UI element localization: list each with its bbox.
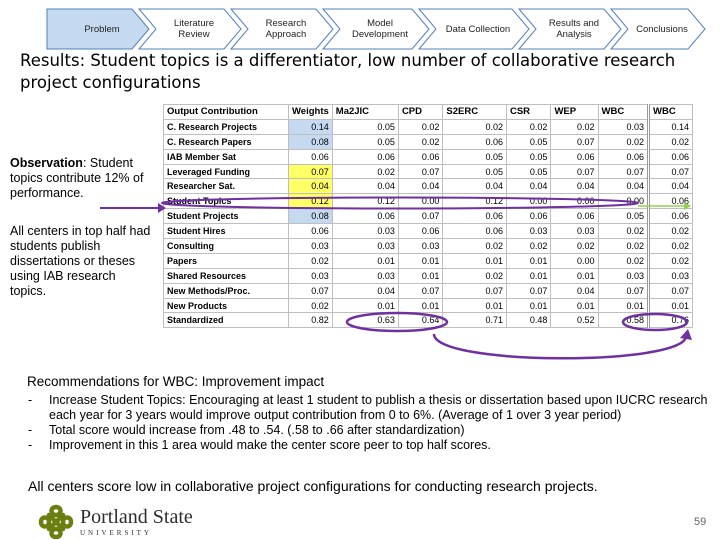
chevron-shape	[418, 8, 530, 50]
bullet-text: Improvement in this 1 area would make th…	[49, 438, 491, 452]
slide-title: Results: Student topics is a differentia…	[20, 51, 676, 92]
table-cell: 0.06	[505, 208, 552, 225]
output-contribution-table: Output Contribution Weights Ma2JIC CPD S…	[163, 104, 693, 329]
row-label: Standardized	[163, 312, 289, 329]
chevron-shape	[138, 8, 242, 50]
step-data-collection: Data Collection	[418, 8, 530, 50]
table-row: C. Research Papers 0.08 0.05 0.02 0.06 0.05 0.…	[163, 133, 693, 150]
chevron-shape	[230, 8, 334, 50]
bullet-text: Increase Student Topics: Encouraging at …	[49, 393, 708, 422]
table-cell: 0.07	[647, 163, 693, 180]
list-item: - Total score would increase from .48 to …	[28, 423, 708, 438]
table-row: New Products 0.02 0.01 0.01 0.01 0.01 0.01 0.01…	[163, 297, 693, 314]
step-problem: Problem	[46, 8, 150, 50]
step-label: Model Development	[352, 18, 408, 40]
logo-mark-icon	[38, 504, 74, 540]
table-cell: 0.08	[288, 133, 333, 150]
wbc-score-highlight	[621, 312, 689, 332]
page-number: 59	[694, 516, 707, 528]
arrow-head-icon	[158, 203, 166, 213]
table-row: Student Projects 0.08 0.06 0.07 0.06 0.06 0.06…	[163, 208, 693, 225]
table-cell: 0.04	[288, 178, 333, 195]
bullet-dash: -	[28, 438, 33, 452]
logo-subtitle: UNIVERSITY	[80, 529, 152, 537]
recommendation-list: - Increase Student Topics: Encouraging at…	[28, 393, 708, 453]
table-cell: 0.52	[550, 312, 599, 329]
comparison-arrow	[432, 333, 688, 360]
logo-wordmark: Portland State UNIVERSITY	[80, 507, 193, 537]
chevron-shape	[322, 8, 430, 50]
student-topics-highlight	[161, 196, 639, 210]
step-conclusions: Conclusions	[610, 8, 706, 50]
recommendations-title: Recommendations for WBC: Improvement imp…	[27, 374, 325, 389]
step-results-and-analysis: Results and Analysis	[518, 8, 622, 50]
bullet-dash: -	[28, 423, 33, 437]
table-cell: 0.04	[550, 178, 599, 195]
arrow-head-icon	[680, 329, 692, 340]
conclusion-text: All centers score low in collaborative p…	[28, 478, 598, 494]
step-label: Problem	[84, 23, 120, 35]
standardized-highlight	[345, 311, 449, 333]
table-cell: 0.08	[288, 208, 333, 225]
step-label: Research Approach	[265, 18, 307, 40]
table-row: Leveraged Funding 0.07 0.02 0.07 0.05 0.05 0.0…	[163, 163, 693, 180]
table-cell: 0.71	[442, 312, 507, 329]
list-item: - Increase Student Topics: Encouraging at…	[28, 393, 708, 423]
arrow-head-icon	[684, 202, 691, 210]
table-row: Consulting 0.03 0.03 0.03 0.02 0.02 0.02 0.02 0.…	[163, 238, 693, 254]
observation-text: Observation: Student topics contribute 1…	[10, 156, 152, 201]
table-cell: 0.14	[288, 118, 333, 135]
table-cell: 0.48	[505, 312, 552, 329]
list-item: - Improvement in this 1 area would make t…	[28, 438, 708, 453]
university-logo: Portland State UNIVERSITY	[38, 504, 193, 540]
table-cell: 0.07	[505, 282, 552, 299]
table-cell: 0.03	[505, 223, 552, 240]
table-row: Papers 0.02 0.01 0.01 0.01 0.01 0.00 0.02 0.02	[163, 252, 693, 269]
observation-body: : Student topics contribute 12% of perfo…	[10, 156, 144, 200]
step-research-approach: Research Approach	[230, 8, 334, 50]
logo-name: Portland State	[80, 506, 193, 528]
bullet-dash: -	[28, 393, 33, 407]
column-header: WEP	[550, 104, 599, 120]
table-header-row: Output Contribution Weights Ma2JIC CPD S…	[163, 104, 693, 120]
chevron-shape	[46, 8, 150, 50]
step-label: Results and Analysis	[548, 18, 600, 40]
process-chevrons: Problem Literature Review Research Appro…	[46, 8, 706, 50]
observation-label: Observation	[10, 156, 83, 170]
table-row: Shared Resources 0.03 0.03 0.01 0.02 0.01 0.01…	[163, 267, 693, 284]
step-literature-review: Literature Review	[138, 8, 242, 50]
side-note: All centers in top half had students pub…	[10, 224, 151, 298]
bullet-text: Total score would increase from .48 to .…	[49, 423, 465, 437]
step-model-development: Model Development	[322, 8, 430, 50]
step-label: Conclusions	[636, 23, 688, 35]
step-label: Literature Review	[173, 18, 215, 40]
table-body: C. Research Projects 0.14 0.05 0.02 0.02 0.02…	[163, 118, 693, 329]
step-label: Data Collection	[445, 23, 511, 35]
chevron-shape	[610, 8, 706, 50]
table-row: New Methods/Proc. 0.07 0.04 0.07 0.07 0.07 0.0…	[163, 282, 693, 299]
chevron-shape	[518, 8, 622, 50]
